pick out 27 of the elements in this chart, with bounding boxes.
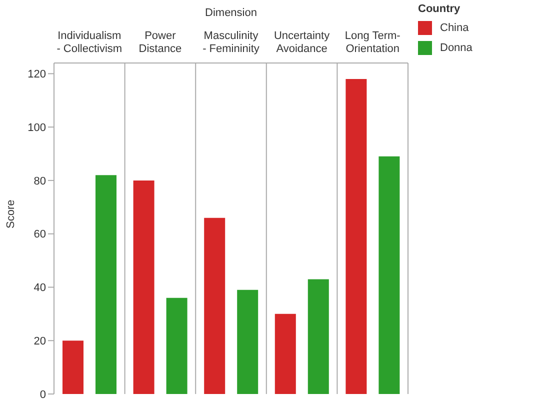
- bar: [308, 279, 329, 394]
- bar: [378, 156, 400, 394]
- legend-title: Country: [418, 3, 462, 15]
- x-tick-label: Masculinity - Femininity: [202, 30, 260, 55]
- x-tick-label: Power Distance: [138, 30, 182, 55]
- x-tick-label: Individualism - Collectivism: [56, 30, 122, 55]
- y-axis-title: Score: [4, 200, 17, 228]
- bar: [346, 79, 367, 394]
- bar: [166, 298, 188, 394]
- bar: [237, 290, 258, 394]
- legend-label: Donna: [440, 42, 472, 54]
- y-tick-label: 100: [28, 122, 46, 134]
- x-tick-label: Long Term-Orientation: [344, 30, 401, 55]
- bar: [204, 218, 226, 394]
- bar: [133, 180, 154, 394]
- x-tick-label: Uncertainty Avoidance: [274, 30, 330, 55]
- bar: [95, 175, 116, 394]
- x-axis-title: Dimension: [205, 7, 257, 19]
- y-tick-label: 40: [34, 282, 46, 294]
- bar: [274, 314, 296, 394]
- y-tick-label: 0: [40, 388, 46, 400]
- bar: [62, 340, 84, 394]
- y-tick-label: 120: [28, 68, 46, 81]
- legend-label: China: [440, 22, 469, 34]
- y-tick-label: 80: [34, 175, 46, 188]
- y-tick-label: 20: [34, 336, 46, 348]
- y-tick-label: 60: [34, 228, 46, 241]
